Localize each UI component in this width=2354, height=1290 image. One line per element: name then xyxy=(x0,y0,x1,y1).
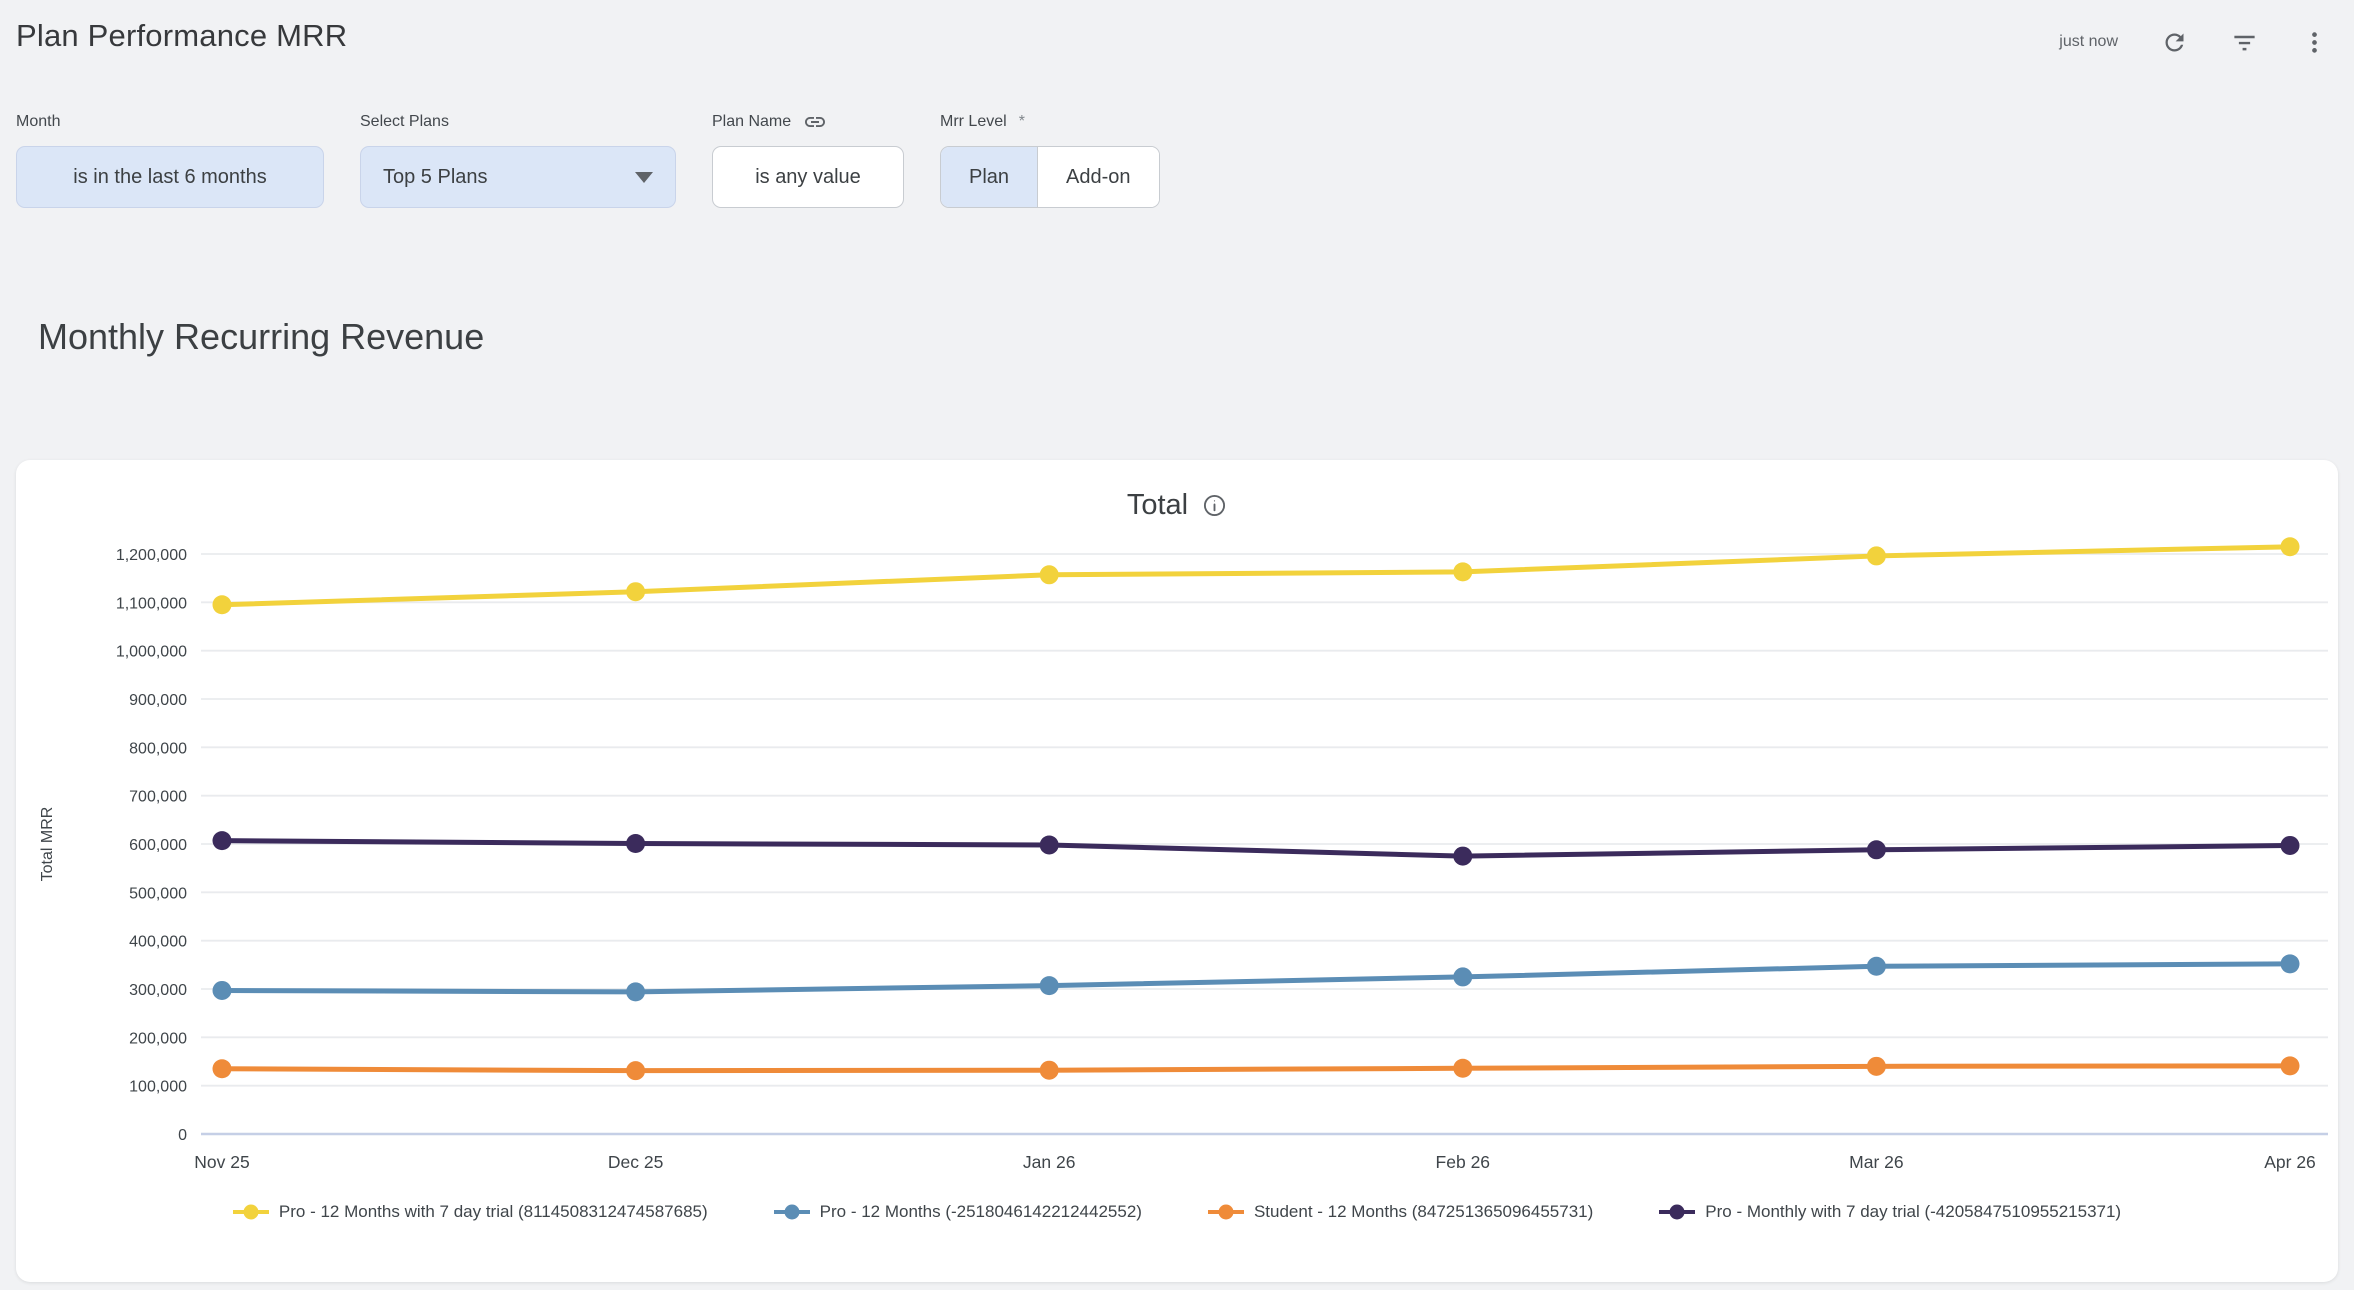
filter-month: Month is in the last 6 months xyxy=(16,112,324,208)
y-tick-label: 0 xyxy=(178,1127,187,1144)
refresh-icon[interactable] xyxy=(2160,28,2188,56)
plan-name-filter-value: is any value xyxy=(755,165,861,188)
x-tick-label: Feb 26 xyxy=(1436,1152,1490,1172)
y-axis-title: Total MRR xyxy=(39,807,56,882)
data-point[interactable] xyxy=(1453,1058,1473,1078)
filter-select-plans: Select Plans Top 5 Plans xyxy=(360,112,676,208)
data-point[interactable] xyxy=(212,595,232,615)
mrr-level-option-addon[interactable]: Add-on xyxy=(1038,147,1159,207)
plan-name-filter-chip[interactable]: is any value xyxy=(712,146,904,208)
y-tick-label: 400,000 xyxy=(129,934,187,951)
mrr-level-toggle: Plan Add-on xyxy=(940,146,1160,208)
chart-title-row: Total xyxy=(16,460,2338,532)
y-tick-label: 800,000 xyxy=(129,740,187,757)
legend-marker-icon xyxy=(1659,1204,1696,1220)
data-point[interactable] xyxy=(2280,1056,2300,1076)
filter-bar: Month is in the last 6 months Select Pla… xyxy=(16,112,1160,208)
data-point[interactable] xyxy=(212,1059,232,1079)
header-actions: just now xyxy=(2059,28,2328,56)
data-point[interactable] xyxy=(1866,956,1886,976)
y-tick-label: 1,000,000 xyxy=(116,644,187,661)
data-point[interactable] xyxy=(1866,1056,1886,1076)
y-tick-label: 900,000 xyxy=(129,692,187,709)
legend-label: Pro - Monthly with 7 day trial (-4205847… xyxy=(1705,1202,2122,1221)
legend-label: Pro - 12 Months with 7 day trial (811450… xyxy=(278,1202,708,1221)
data-point[interactable] xyxy=(1039,835,1059,855)
x-tick-label: Nov 25 xyxy=(194,1152,249,1172)
data-point[interactable] xyxy=(212,831,232,851)
chart-legend: Pro - 12 Months with 7 day trial (811450… xyxy=(16,1202,2338,1222)
chart-title: Total xyxy=(1126,488,1189,521)
y-tick-label: 300,000 xyxy=(129,982,187,999)
data-point[interactable] xyxy=(1866,840,1886,860)
data-point[interactable] xyxy=(1039,565,1059,585)
data-point[interactable] xyxy=(1039,976,1059,996)
y-tick-label: 700,000 xyxy=(129,789,187,806)
data-point[interactable] xyxy=(2280,954,2300,974)
data-point[interactable] xyxy=(626,582,646,602)
x-tick-label: Jan 26 xyxy=(1023,1152,1076,1172)
data-point[interactable] xyxy=(626,1061,646,1081)
legend-marker-icon xyxy=(773,1204,810,1220)
data-point[interactable] xyxy=(2280,537,2300,557)
data-point[interactable] xyxy=(2280,835,2300,855)
plan-name-filter-label: Plan Name xyxy=(712,112,904,132)
x-tick-label: Mar 26 xyxy=(1849,1152,1903,1172)
month-filter-value: is in the last 6 months xyxy=(73,165,267,188)
series-line xyxy=(219,961,2293,995)
chart-card: Total 0 100,000 200,000 300,000 400,000 500,0… xyxy=(16,460,2338,1282)
data-point[interactable] xyxy=(626,834,646,854)
mrr-level-option-plan[interactable]: Plan xyxy=(941,147,1039,207)
mrr-line-chart: 0 100,000 200,000 300,000 400,000 500,000 600,… xyxy=(39,537,2328,1172)
series-line xyxy=(219,544,2293,608)
legend-item[interactable]: Pro - 12 Months with 7 day trial (811450… xyxy=(232,1202,708,1222)
legend-label: Pro - 12 Months (-2518046142212442552) xyxy=(819,1202,1142,1221)
legend-item[interactable]: Pro - Monthly with 7 day trial (-4205847… xyxy=(1659,1202,2121,1222)
data-point[interactable] xyxy=(1453,562,1473,582)
series-line xyxy=(219,838,2293,859)
section-title: Monthly Recurring Revenue xyxy=(38,316,485,357)
data-point[interactable] xyxy=(1453,967,1473,987)
select-plans-filter-label: Select Plans xyxy=(360,113,449,130)
chevron-down-icon xyxy=(635,171,653,183)
data-point[interactable] xyxy=(212,980,232,1000)
required-asterisk: * xyxy=(1018,113,1025,130)
page-title: Plan Performance MRR xyxy=(16,18,348,53)
filter-icon[interactable] xyxy=(2230,28,2258,56)
select-plans-value: Top 5 Plans xyxy=(383,165,488,188)
legend-item[interactable]: Student - 12 Months (847251365096455731) xyxy=(1207,1202,1594,1222)
data-point[interactable] xyxy=(1866,546,1886,566)
y-tick-label: 500,000 xyxy=(129,885,187,902)
series-line xyxy=(219,1063,2293,1074)
legend-marker-icon xyxy=(232,1204,269,1220)
more-options-icon[interactable] xyxy=(2300,28,2328,56)
month-filter-label: Month xyxy=(16,113,61,130)
mrr-level-filter-label: Mrr Level * xyxy=(940,113,1025,130)
legend-marker-icon xyxy=(1207,1204,1244,1220)
y-tick-label: 1,100,000 xyxy=(116,595,187,612)
filter-plan-name: Plan Name is any value xyxy=(712,112,904,208)
y-tick-label: 1,200,000 xyxy=(116,547,187,564)
data-point[interactable] xyxy=(626,982,646,1002)
y-tick-label: 200,000 xyxy=(129,1030,187,1047)
y-tick-label: 600,000 xyxy=(129,837,187,854)
month-filter-chip[interactable]: is in the last 6 months xyxy=(16,146,324,208)
y-tick-label: 100,000 xyxy=(129,1079,187,1096)
x-tick-label: Dec 25 xyxy=(608,1152,663,1172)
filter-mrr-level: Mrr Level * Plan Add-on xyxy=(940,112,1160,208)
legend-item[interactable]: Pro - 12 Months (-2518046142212442552) xyxy=(773,1202,1142,1222)
data-point[interactable] xyxy=(1453,846,1473,866)
legend-label: Student - 12 Months (847251365096455731) xyxy=(1253,1202,1594,1221)
link-icon[interactable] xyxy=(803,110,827,134)
info-icon[interactable] xyxy=(1202,493,1227,518)
last-refreshed-label: just now xyxy=(2059,33,2118,50)
x-tick-label: Apr 26 xyxy=(2264,1152,2316,1172)
select-plans-dropdown[interactable]: Top 5 Plans xyxy=(360,146,676,208)
data-point[interactable] xyxy=(1039,1060,1059,1080)
